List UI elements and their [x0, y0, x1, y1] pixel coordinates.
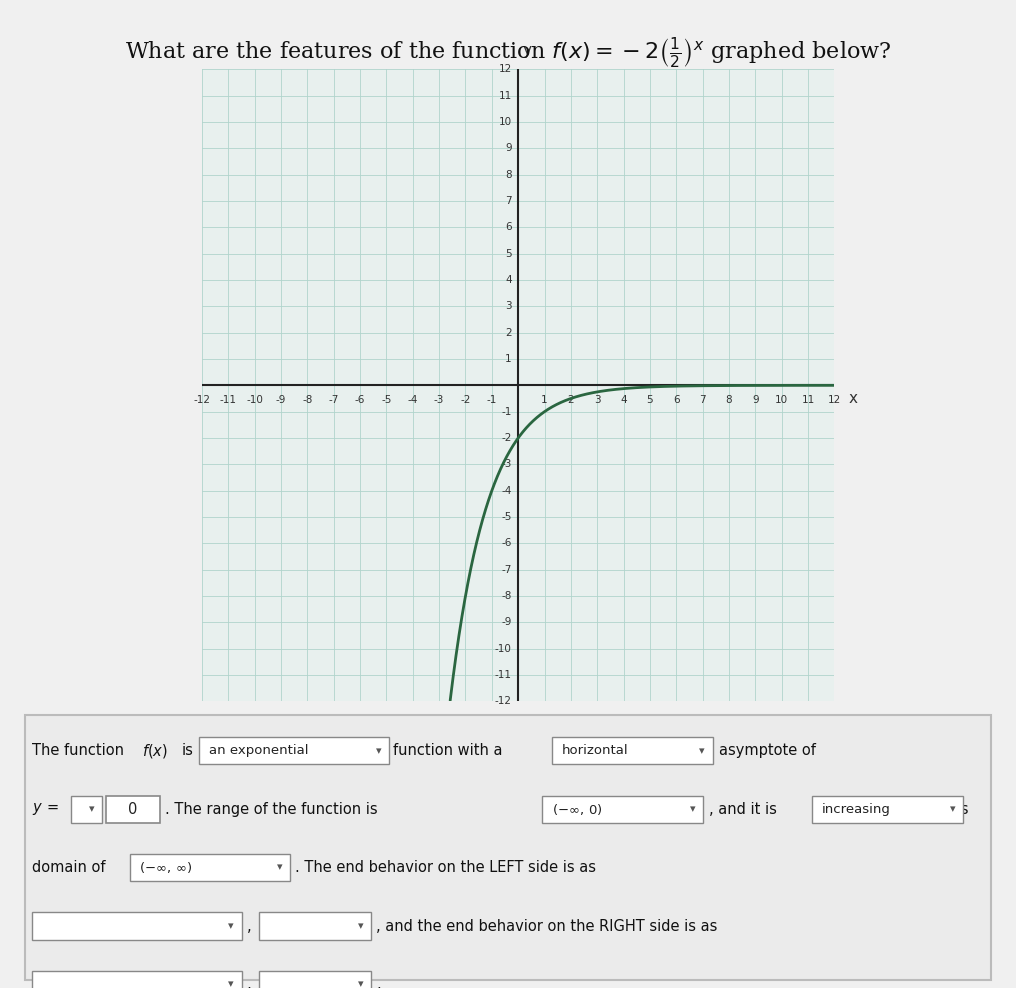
Bar — [813, 795, 963, 823]
FancyBboxPatch shape — [25, 715, 991, 980]
Text: 9: 9 — [752, 394, 759, 404]
Text: 2: 2 — [505, 328, 512, 338]
Text: $y\,{=}$: $y\,{=}$ — [33, 801, 59, 817]
Text: 8: 8 — [505, 170, 512, 180]
Text: The function: The function — [33, 743, 124, 758]
Text: -6: -6 — [355, 394, 366, 404]
Text: increasing: increasing — [822, 802, 891, 816]
Text: ▾: ▾ — [699, 746, 705, 756]
Text: 8: 8 — [725, 394, 733, 404]
Text: 10: 10 — [775, 394, 788, 404]
Text: -11: -11 — [495, 670, 512, 680]
Text: -4: -4 — [407, 394, 418, 404]
Text: What are the features of the function $f(x) = -2\left(\frac{1}{2}\right)^x$ grap: What are the features of the function $f… — [125, 35, 891, 69]
Text: -12: -12 — [193, 394, 210, 404]
Text: 1: 1 — [505, 354, 512, 364]
Text: -7: -7 — [328, 394, 339, 404]
Text: 3: 3 — [505, 301, 512, 311]
Text: y: y — [523, 43, 532, 58]
Bar — [33, 971, 242, 988]
Text: . The end behavior on the LEFT side is as: . The end behavior on the LEFT side is a… — [296, 861, 596, 875]
Text: . The range of the function is: . The range of the function is — [165, 801, 377, 817]
Text: 5: 5 — [505, 249, 512, 259]
Text: domain of: domain of — [33, 861, 106, 875]
Text: horizontal: horizontal — [562, 744, 628, 757]
Text: is: is — [181, 743, 193, 758]
Text: -11: -11 — [219, 394, 237, 404]
Text: $(-\infty,\,\infty)$: $(-\infty,\,\infty)$ — [139, 861, 193, 875]
Text: ▾: ▾ — [229, 921, 234, 931]
Text: ▾: ▾ — [88, 804, 94, 814]
Text: ▾: ▾ — [690, 804, 695, 814]
Text: .: . — [376, 977, 381, 988]
Bar — [199, 737, 389, 765]
Text: asymptote of: asymptote of — [718, 743, 816, 758]
Text: -9: -9 — [501, 618, 512, 627]
Bar — [259, 913, 372, 940]
Text: 9: 9 — [505, 143, 512, 153]
Bar — [71, 795, 103, 823]
Text: -5: -5 — [501, 512, 512, 522]
Text: -7: -7 — [501, 565, 512, 575]
Text: 12: 12 — [498, 64, 512, 74]
Text: 11: 11 — [802, 394, 815, 404]
Text: -9: -9 — [276, 394, 287, 404]
Bar — [552, 737, 713, 765]
Text: ▾: ▾ — [950, 804, 956, 814]
Text: -6: -6 — [501, 538, 512, 548]
Bar — [259, 971, 372, 988]
Text: 2: 2 — [568, 394, 574, 404]
Bar — [543, 795, 703, 823]
Text: -2: -2 — [460, 394, 470, 404]
Text: -5: -5 — [381, 394, 391, 404]
Text: ▾: ▾ — [229, 979, 234, 988]
Text: -3: -3 — [434, 394, 444, 404]
Text: 5: 5 — [646, 394, 653, 404]
Text: -8: -8 — [302, 394, 313, 404]
Text: ▾: ▾ — [358, 921, 364, 931]
Text: an exponential: an exponential — [208, 744, 308, 757]
Text: 1: 1 — [542, 394, 548, 404]
Text: -1: -1 — [501, 407, 512, 417]
Text: 7: 7 — [699, 394, 706, 404]
Text: 7: 7 — [505, 196, 512, 206]
Text: function with a: function with a — [393, 743, 502, 758]
Text: -12: -12 — [495, 697, 512, 706]
Text: ,: , — [247, 977, 251, 988]
Text: 10: 10 — [499, 117, 512, 126]
Text: -1: -1 — [487, 394, 497, 404]
Text: -10: -10 — [495, 644, 512, 654]
Text: 0: 0 — [128, 801, 137, 817]
Text: -8: -8 — [501, 591, 512, 601]
Bar — [130, 854, 291, 881]
Text: on its: on its — [928, 801, 968, 817]
Text: ▾: ▾ — [277, 863, 282, 872]
Text: 3: 3 — [594, 394, 600, 404]
Text: -3: -3 — [501, 459, 512, 469]
Bar — [106, 795, 160, 823]
Text: $f(x)$: $f(x)$ — [142, 742, 168, 760]
Text: -4: -4 — [501, 486, 512, 496]
Text: $(-\infty,\,0)$: $(-\infty,\,0)$ — [552, 801, 602, 817]
Text: , and the end behavior on the RIGHT side is as: , and the end behavior on the RIGHT side… — [376, 919, 717, 934]
Text: -10: -10 — [246, 394, 263, 404]
Text: , and it is: , and it is — [709, 801, 777, 817]
Text: 6: 6 — [673, 394, 680, 404]
Text: ,: , — [247, 919, 251, 934]
Text: x: x — [848, 391, 858, 406]
Text: 4: 4 — [505, 275, 512, 285]
Text: 4: 4 — [620, 394, 627, 404]
Text: 12: 12 — [828, 394, 841, 404]
Text: ▾: ▾ — [376, 746, 381, 756]
Bar — [33, 913, 242, 940]
Text: 6: 6 — [505, 222, 512, 232]
Text: -2: -2 — [501, 433, 512, 443]
Text: ▾: ▾ — [358, 979, 364, 988]
Text: 11: 11 — [498, 91, 512, 101]
